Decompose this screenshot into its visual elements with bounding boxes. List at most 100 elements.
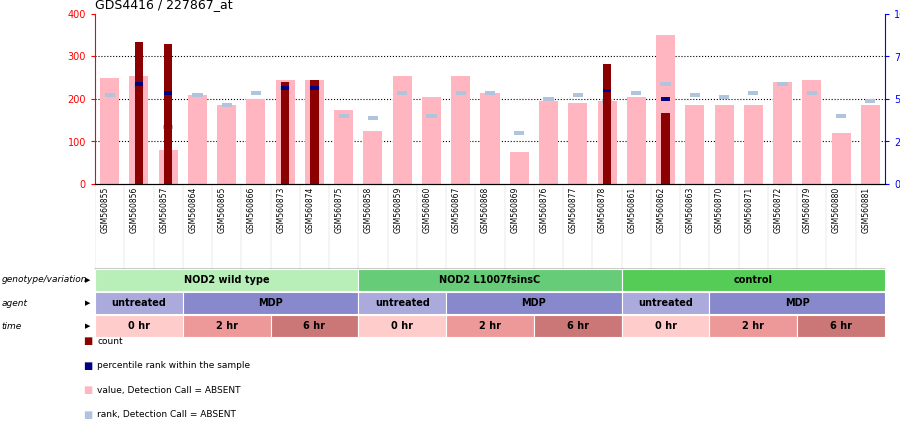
Bar bbox=[221, 103, 232, 107]
Bar bbox=[631, 91, 642, 95]
Text: GSM560858: GSM560858 bbox=[364, 186, 373, 233]
Text: 2 hr: 2 hr bbox=[216, 321, 238, 331]
Text: 6 hr: 6 hr bbox=[830, 321, 852, 331]
Bar bbox=[100, 78, 119, 184]
Text: GSM560857: GSM560857 bbox=[159, 186, 168, 233]
Text: percentile rank within the sample: percentile rank within the sample bbox=[97, 361, 250, 370]
Text: 6 hr: 6 hr bbox=[567, 321, 589, 331]
Bar bbox=[865, 99, 876, 103]
Text: GSM560863: GSM560863 bbox=[686, 186, 695, 233]
Text: 0 hr: 0 hr bbox=[128, 321, 150, 331]
Text: GSM560872: GSM560872 bbox=[774, 186, 783, 233]
Text: ▶: ▶ bbox=[86, 300, 91, 306]
Bar bbox=[310, 87, 320, 90]
Bar bbox=[656, 35, 675, 184]
Text: GSM560870: GSM560870 bbox=[716, 186, 724, 233]
Text: 0 hr: 0 hr bbox=[654, 321, 677, 331]
Bar bbox=[95, 269, 358, 291]
Bar bbox=[183, 315, 271, 337]
Bar bbox=[281, 82, 289, 184]
Bar bbox=[603, 89, 611, 92]
Bar bbox=[251, 91, 261, 95]
Bar bbox=[104, 93, 115, 97]
Bar bbox=[163, 125, 174, 128]
Bar bbox=[689, 93, 700, 97]
Bar bbox=[247, 99, 266, 184]
Bar bbox=[748, 91, 759, 95]
Bar bbox=[95, 315, 183, 337]
Text: GSM560880: GSM560880 bbox=[832, 186, 842, 233]
Text: agent: agent bbox=[2, 298, 28, 308]
Bar bbox=[719, 95, 729, 99]
Text: GSM560869: GSM560869 bbox=[510, 186, 519, 233]
Bar bbox=[271, 315, 358, 337]
Bar bbox=[183, 292, 358, 314]
Bar bbox=[310, 87, 319, 90]
Text: NOD2 L1007fsinsC: NOD2 L1007fsinsC bbox=[439, 275, 541, 285]
Text: GSM560868: GSM560868 bbox=[481, 186, 490, 233]
Bar bbox=[188, 95, 207, 184]
Text: MDP: MDP bbox=[521, 298, 546, 308]
Text: GSM560881: GSM560881 bbox=[861, 186, 870, 233]
Text: GSM560865: GSM560865 bbox=[218, 186, 227, 233]
Text: MDP: MDP bbox=[258, 298, 283, 308]
Bar bbox=[509, 152, 529, 184]
Bar bbox=[364, 131, 382, 184]
Bar bbox=[451, 75, 470, 184]
Text: MDP: MDP bbox=[785, 298, 810, 308]
Bar bbox=[685, 105, 705, 184]
Bar bbox=[455, 91, 466, 95]
Text: GSM560861: GSM560861 bbox=[627, 186, 636, 233]
Bar bbox=[446, 292, 622, 314]
Text: genotype/variation: genotype/variation bbox=[2, 275, 87, 285]
Text: rank, Detection Call = ABSENT: rank, Detection Call = ABSENT bbox=[97, 410, 236, 419]
Bar bbox=[709, 315, 797, 337]
Bar bbox=[622, 315, 709, 337]
Text: GSM560877: GSM560877 bbox=[569, 186, 578, 233]
Text: GSM560878: GSM560878 bbox=[598, 186, 607, 233]
Text: GSM560866: GSM560866 bbox=[247, 186, 256, 233]
Bar bbox=[95, 292, 183, 314]
Bar bbox=[797, 315, 885, 337]
Text: untreated: untreated bbox=[374, 298, 429, 308]
Bar bbox=[422, 97, 441, 184]
Text: GSM560876: GSM560876 bbox=[539, 186, 548, 233]
Text: value, Detection Call = ABSENT: value, Detection Call = ABSENT bbox=[97, 386, 240, 395]
Bar bbox=[368, 116, 378, 120]
Text: GSM560873: GSM560873 bbox=[276, 186, 285, 233]
Bar bbox=[662, 113, 670, 184]
Bar bbox=[158, 150, 177, 184]
Text: ■: ■ bbox=[84, 337, 93, 346]
Bar bbox=[539, 101, 558, 184]
Bar bbox=[602, 99, 612, 103]
Bar bbox=[358, 315, 446, 337]
Bar bbox=[358, 292, 446, 314]
Text: GSM560874: GSM560874 bbox=[305, 186, 314, 233]
Bar bbox=[778, 82, 788, 86]
Bar bbox=[217, 105, 236, 184]
Bar bbox=[626, 97, 646, 184]
Text: 2 hr: 2 hr bbox=[479, 321, 501, 331]
Bar bbox=[280, 87, 291, 90]
Text: GSM560856: GSM560856 bbox=[130, 186, 139, 233]
Text: time: time bbox=[2, 321, 22, 330]
Bar bbox=[603, 64, 611, 184]
Text: 2 hr: 2 hr bbox=[742, 321, 764, 331]
Text: GSM560855: GSM560855 bbox=[101, 186, 110, 233]
Bar bbox=[622, 292, 709, 314]
Text: control: control bbox=[734, 275, 773, 285]
Text: count: count bbox=[97, 337, 122, 346]
Text: GSM560859: GSM560859 bbox=[393, 186, 402, 233]
Bar bbox=[832, 133, 850, 184]
Text: ■: ■ bbox=[84, 361, 93, 371]
Bar bbox=[310, 80, 319, 184]
Bar bbox=[598, 101, 616, 184]
Bar bbox=[427, 114, 436, 118]
Bar bbox=[802, 80, 822, 184]
Text: GSM560867: GSM560867 bbox=[452, 186, 461, 233]
Bar bbox=[806, 91, 817, 95]
Bar bbox=[135, 82, 143, 86]
Bar bbox=[275, 80, 294, 184]
Bar bbox=[773, 82, 792, 184]
Text: GSM560871: GSM560871 bbox=[744, 186, 753, 233]
